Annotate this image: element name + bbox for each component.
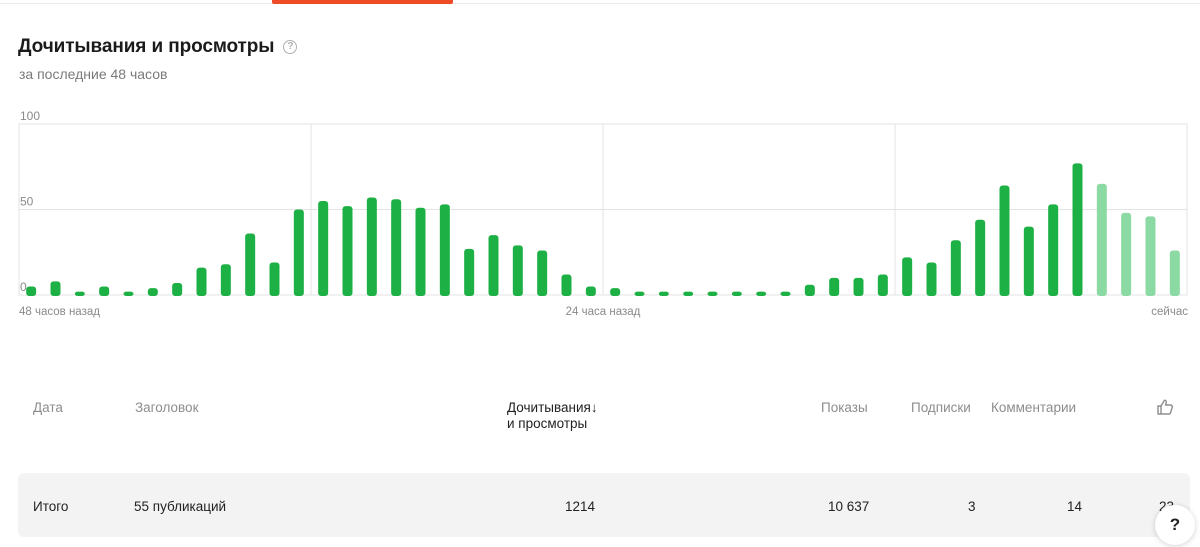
chart-bar[interactable] [1169, 250, 1180, 296]
chart-bar[interactable] [1145, 216, 1156, 296]
totals-comments: 14 [1067, 499, 1083, 514]
chart-bar[interactable] [756, 291, 767, 296]
column-header-title[interactable]: Заголовок [135, 400, 199, 415]
chart-bar[interactable] [123, 291, 134, 296]
chart-bar[interactable] [269, 262, 280, 296]
active-tab-indicator [272, 0, 453, 4]
chart-bar[interactable] [658, 291, 669, 296]
chart-bar[interactable] [464, 248, 475, 296]
chart-bars [26, 163, 1180, 296]
chart-bar[interactable] [245, 233, 256, 296]
chart-bar[interactable] [804, 284, 815, 296]
chart-bar[interactable] [342, 206, 353, 296]
column-header-reads[interactable]: Дочитывания↓ и просмотры [507, 400, 598, 432]
chart-bar[interactable] [561, 274, 572, 296]
chart-bar[interactable] [1048, 204, 1059, 296]
chart-bar[interactable] [196, 267, 207, 296]
y-tick-label: 100 [20, 109, 40, 123]
section-title: Дочитывания и просмотры [18, 36, 275, 57]
chart-bar[interactable] [780, 291, 791, 296]
chart-bar[interactable] [707, 291, 718, 296]
chart-labels: 100 50 0 48 часов назад 24 часа назад сейчас [19, 109, 1188, 318]
x-tick-label: 48 часов назад [19, 306, 100, 318]
chart-bar[interactable] [683, 291, 694, 296]
chart-bar[interactable] [999, 185, 1010, 296]
x-tick-label: сейчас [1151, 306, 1188, 318]
chart-bar[interactable] [293, 209, 304, 297]
column-header-reads-label-2: и просмотры [507, 416, 588, 431]
column-header-date[interactable]: Дата [33, 400, 63, 415]
chart-bar[interactable] [172, 283, 183, 296]
chart-bar[interactable] [439, 204, 450, 296]
chart-bar[interactable] [26, 286, 37, 296]
help-button[interactable]: ? [1155, 505, 1195, 545]
chart-grid [18, 123, 1188, 296]
x-tick-label: 24 часа назад [566, 306, 641, 318]
thumbs-up-icon[interactable] [1156, 398, 1174, 416]
question-circle-icon[interactable]: ? [283, 40, 298, 54]
totals-reads: 1214 [565, 499, 596, 514]
chart-bar[interactable] [512, 245, 523, 296]
sort-arrow-down-icon: ↓ [590, 400, 598, 415]
section-header: Дочитывания и просмотры ? [18, 36, 298, 58]
chart-bar[interactable] [99, 286, 110, 296]
chart-bar[interactable] [829, 277, 840, 296]
chart-bar[interactable] [318, 200, 329, 296]
y-tick-label: 0 [20, 280, 27, 294]
chart-bar[interactable] [1072, 163, 1083, 296]
chart-bar[interactable] [1096, 183, 1107, 296]
chart-bar[interactable] [731, 291, 742, 296]
section-subtitle: за последние 48 часов [19, 66, 168, 82]
chart-bar[interactable] [74, 291, 85, 296]
y-tick-label: 50 [20, 195, 34, 209]
chart-bar[interactable] [926, 262, 937, 296]
chart-bar[interactable] [585, 286, 596, 296]
chart-bar[interactable] [877, 274, 888, 296]
column-header-impressions[interactable]: Показы [821, 400, 868, 415]
chart-bar[interactable] [1121, 212, 1132, 296]
column-header-subscriptions[interactable]: Подписки [911, 400, 971, 415]
chart-bar[interactable] [950, 240, 961, 296]
totals-subscriptions: 3 [968, 499, 976, 514]
tabs-divider [0, 3, 1200, 4]
chart-bar[interactable] [610, 288, 621, 296]
totals-publications: 55 публикаций [134, 499, 227, 514]
chart-bar[interactable] [1023, 226, 1034, 296]
chart-bar[interactable] [220, 264, 231, 296]
totals-row [18, 473, 1190, 537]
chart-bar[interactable] [488, 235, 499, 296]
totals-label: Итого [33, 499, 69, 514]
chart-bar[interactable] [902, 257, 913, 296]
totals-impressions: 10 637 [828, 499, 870, 514]
chart-bar[interactable] [537, 250, 548, 296]
column-header-comments[interactable]: Комментарии [991, 400, 1077, 415]
reads-views-chart: 100 50 0 48 часов назад 24 часа назад сейчас [18, 109, 1188, 318]
chart-bar[interactable] [975, 219, 986, 296]
chart-bar[interactable] [50, 281, 61, 296]
chart-bar[interactable] [147, 288, 158, 296]
chart-bar[interactable] [391, 199, 402, 296]
chart-bar[interactable] [634, 291, 645, 296]
chart-bar[interactable] [366, 197, 377, 296]
column-header-reads-label: Дочитывания [507, 400, 591, 415]
chart-bar[interactable] [415, 207, 426, 296]
chart-bar[interactable] [853, 277, 864, 296]
